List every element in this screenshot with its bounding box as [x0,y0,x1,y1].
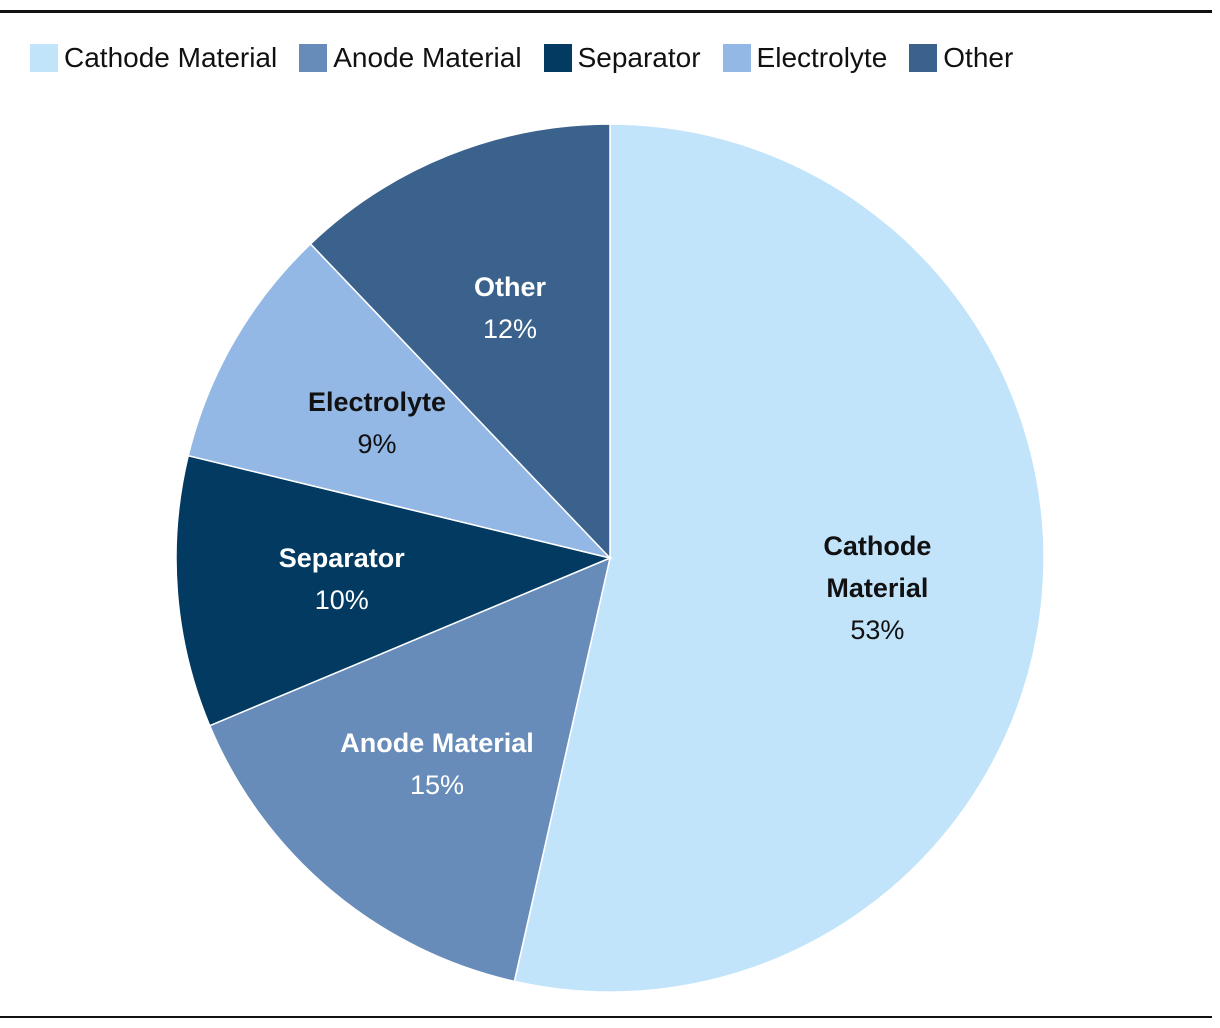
legend-item: Separator [543,42,701,74]
slice-category: Anode Material [340,728,534,759]
slice-category: Separator [278,543,405,574]
pie-slice [513,123,1045,993]
slice-label: Anode Material 15% [340,722,534,806]
slice-label: Cathode Material 53% [802,525,952,651]
slice-value: 10% [314,585,369,616]
slice-category: Cathode Material [823,530,932,603]
legend-swatch [722,44,751,72]
legend-item: Cathode Material [30,42,277,74]
legend: Cathode Material Anode Material Separator E… [30,42,1013,74]
slice-category: Other [473,272,546,303]
legend-label: Cathode Material [64,42,278,73]
slice-label: Other 12% [474,266,546,350]
legend-label: Separator [577,42,701,73]
pie-slice [309,123,611,560]
legend-label: Anode Material [333,42,522,73]
legend-swatch [909,44,938,72]
legend-item: Electrolyte [722,42,888,74]
pie-slice [175,454,613,727]
pie-slice [208,556,612,983]
legend-swatch [30,44,58,72]
slice-value: 53% [850,614,905,645]
legend-label: Electrolyte [756,42,888,73]
legend-label: Other [943,42,1014,73]
slice-value: 12% [482,314,538,345]
legend-item: Other [909,42,1013,74]
slice-value: 15% [410,770,465,801]
legend-swatch [543,44,572,72]
slice-label: Electrolyte 9% [308,381,446,465]
pie-slice [187,242,613,560]
bottom-rule [0,1016,1212,1018]
legend-swatch [299,44,328,72]
slice-label: Separator 10% [279,537,405,621]
top-rule [0,10,1212,13]
legend-item: Anode Material [299,42,522,74]
slice-value: 9% [357,429,397,460]
slice-category: Electrolyte [307,387,446,418]
